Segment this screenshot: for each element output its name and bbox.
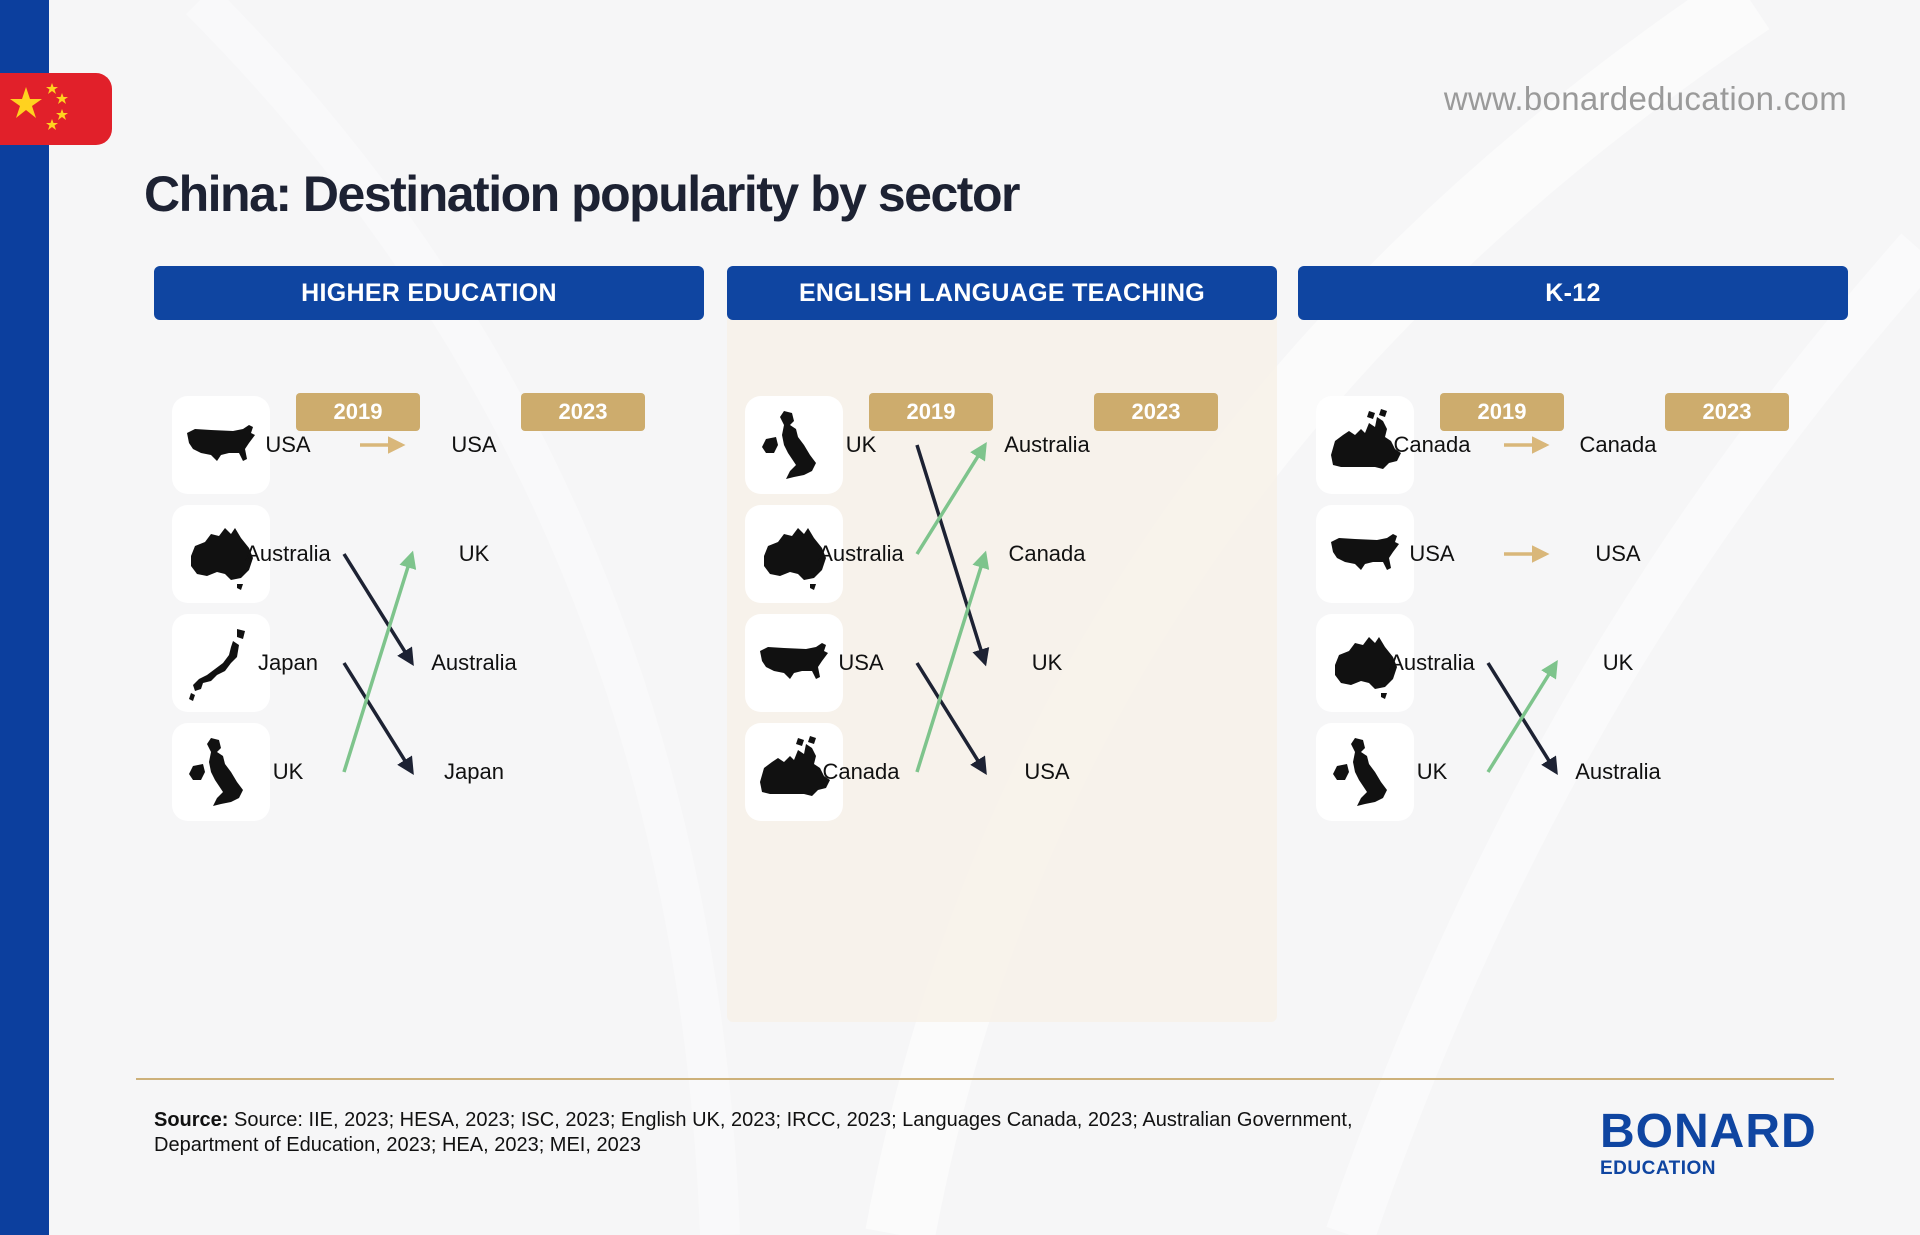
arrow-up-uk xyxy=(1486,660,1558,773)
rank-arrows xyxy=(915,442,990,775)
country-2019: Australia xyxy=(1389,650,1475,675)
source-label: Source: xyxy=(154,1109,229,1131)
country-tile xyxy=(172,396,270,494)
country-2023: UK xyxy=(1602,650,1634,675)
rank-arrows xyxy=(342,436,417,775)
panel-higher-education: HIGHER EDUCATION 2019 2023 USA Australia J… xyxy=(154,266,704,1022)
arrow-down-usa xyxy=(915,662,987,775)
country-2019: Canada xyxy=(1393,432,1471,457)
country-tile xyxy=(172,614,270,712)
country-2023: Australia xyxy=(1575,759,1661,784)
country-2023: Australia xyxy=(1004,432,1090,457)
country-2019: USA xyxy=(838,650,884,675)
logo-sub: EDUCATION xyxy=(1600,1158,1717,1179)
country-tile xyxy=(1316,396,1414,494)
country-2019: Australia xyxy=(818,541,904,566)
country-tile xyxy=(172,723,270,821)
uk-map-icon xyxy=(189,738,243,806)
country-2023: USA xyxy=(1024,759,1070,784)
year-from-badge: 2019 xyxy=(296,393,420,431)
source-text: Source: IIE, 2023; HESA, 2023; ISC, 2023… xyxy=(154,1109,1353,1156)
country-tile xyxy=(1316,505,1414,603)
country-2019: Canada xyxy=(822,759,900,784)
source-note: Source: Source: IIE, 2023; HESA, 2023; I… xyxy=(154,1108,1454,1158)
australia-map-icon xyxy=(1335,637,1397,699)
japan-map-icon xyxy=(189,629,245,701)
country-tile xyxy=(172,505,270,603)
country-2019: USA xyxy=(1409,541,1455,566)
country-2023: UK xyxy=(458,541,490,566)
canada-map-icon xyxy=(1331,409,1401,469)
uk-map-icon xyxy=(762,411,816,479)
country-2019: UK xyxy=(1416,759,1448,784)
country-tile xyxy=(745,614,843,712)
country-2023: Japan xyxy=(444,759,504,784)
bonard-logo: BONARD EDUCATION xyxy=(1600,1108,1817,1180)
panel-header: HIGHER EDUCATION xyxy=(154,266,704,320)
panel-header: ENGLISH LANGUAGE TEACHING xyxy=(727,266,1277,320)
panel-k12: K-12 2019 2023 Canada USA Australia UK Canad… xyxy=(1298,266,1848,1022)
side-accent-bar xyxy=(0,0,49,1235)
usa-map-icon xyxy=(1331,534,1399,570)
arrow-up-uk xyxy=(342,550,417,773)
country-2023: USA xyxy=(1595,541,1641,566)
country-tile xyxy=(745,723,843,821)
year-from-badge: 2019 xyxy=(1440,393,1564,431)
country-2023: Canada xyxy=(1579,432,1657,457)
china-flag-icon xyxy=(0,73,112,145)
canada-map-icon xyxy=(760,736,830,796)
country-2023: Canada xyxy=(1008,541,1086,566)
country-tile xyxy=(745,396,843,494)
country-2023: Australia xyxy=(431,650,517,675)
arrow-down-uk xyxy=(915,444,990,667)
panel-header: K-12 xyxy=(1298,266,1848,320)
country-2019: UK xyxy=(272,759,304,784)
country-tile xyxy=(745,505,843,603)
arrow-down-australia xyxy=(342,553,414,666)
arrow-up-canada xyxy=(915,550,990,773)
year-to-badge: 2023 xyxy=(1665,393,1789,431)
year-to-badge: 2023 xyxy=(1094,393,1218,431)
logo-brand: BONARD xyxy=(1600,1105,1817,1158)
country-2019: Australia xyxy=(245,541,331,566)
footer-divider xyxy=(136,1078,1834,1080)
country-2019: Japan xyxy=(258,650,318,675)
usa-map-icon xyxy=(760,643,828,679)
arrow-down-japan xyxy=(342,662,414,775)
usa-map-icon xyxy=(187,425,255,461)
country-tile xyxy=(1316,614,1414,712)
uk-map-icon xyxy=(1333,738,1387,806)
arrow-up-australia xyxy=(915,442,987,555)
country-2023: UK xyxy=(1031,650,1063,675)
country-tile xyxy=(1316,723,1414,821)
australia-map-icon xyxy=(191,528,253,590)
rank-arrows xyxy=(1486,436,1558,775)
page-title: China: Destination popularity by sector xyxy=(144,166,1020,222)
panel-english-language-teaching: ENGLISH LANGUAGE TEACHING 2019 2023 UK Au… xyxy=(727,266,1277,1022)
year-to-badge: 2023 xyxy=(521,393,645,431)
website-url[interactable]: www.bonardeducation.com xyxy=(1443,80,1847,117)
country-2019: USA xyxy=(265,432,311,457)
country-2023: USA xyxy=(451,432,497,457)
australia-map-icon xyxy=(764,528,826,590)
year-from-badge: 2019 xyxy=(869,393,993,431)
country-2019: UK xyxy=(845,432,877,457)
